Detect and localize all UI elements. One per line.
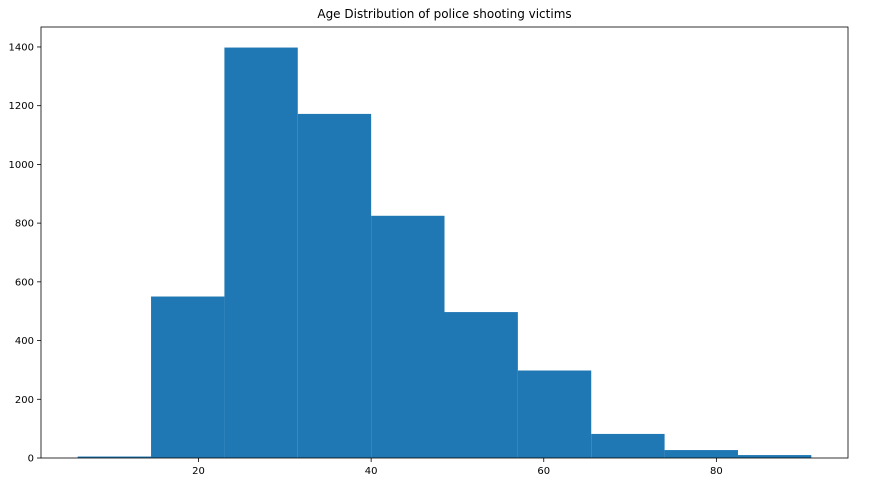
y-tick-label: 200 [15, 395, 34, 406]
y-tick-label: 1000 [9, 160, 34, 171]
y-tick-label: 600 [15, 277, 34, 288]
histogram-bar-2 [224, 47, 298, 459]
bars-group [77, 47, 812, 459]
histogram-bar-3 [297, 113, 372, 458]
histogram-bar-0 [77, 456, 152, 458]
histogram-bar-7 [591, 433, 665, 458]
y-axis: 0 200 400 600 800 1000 1200 1400 [9, 42, 41, 465]
chart-title: Age Distribution of police shooting vict… [317, 7, 571, 21]
histogram-bar-5 [444, 312, 518, 458]
histogram-bar-6 [517, 370, 592, 458]
x-tick-label: 20 [192, 466, 205, 477]
x-axis: 20 40 60 80 [192, 458, 723, 477]
plot-frame [40, 26, 849, 459]
y-tick-label: 1200 [9, 101, 34, 112]
x-tick-label: 80 [710, 466, 723, 477]
x-tick-label: 60 [537, 466, 550, 477]
histogram-bar-1 [151, 296, 225, 458]
histogram-bar-9 [737, 455, 812, 458]
histogram-bar-8 [664, 450, 738, 458]
x-tick-label: 40 [365, 466, 378, 477]
y-tick-label: 800 [15, 219, 34, 230]
y-tick-label: 400 [15, 336, 34, 347]
y-tick-label: 1400 [9, 42, 34, 53]
y-tick-label: 0 [28, 454, 34, 465]
histogram-bar-4 [371, 215, 445, 458]
